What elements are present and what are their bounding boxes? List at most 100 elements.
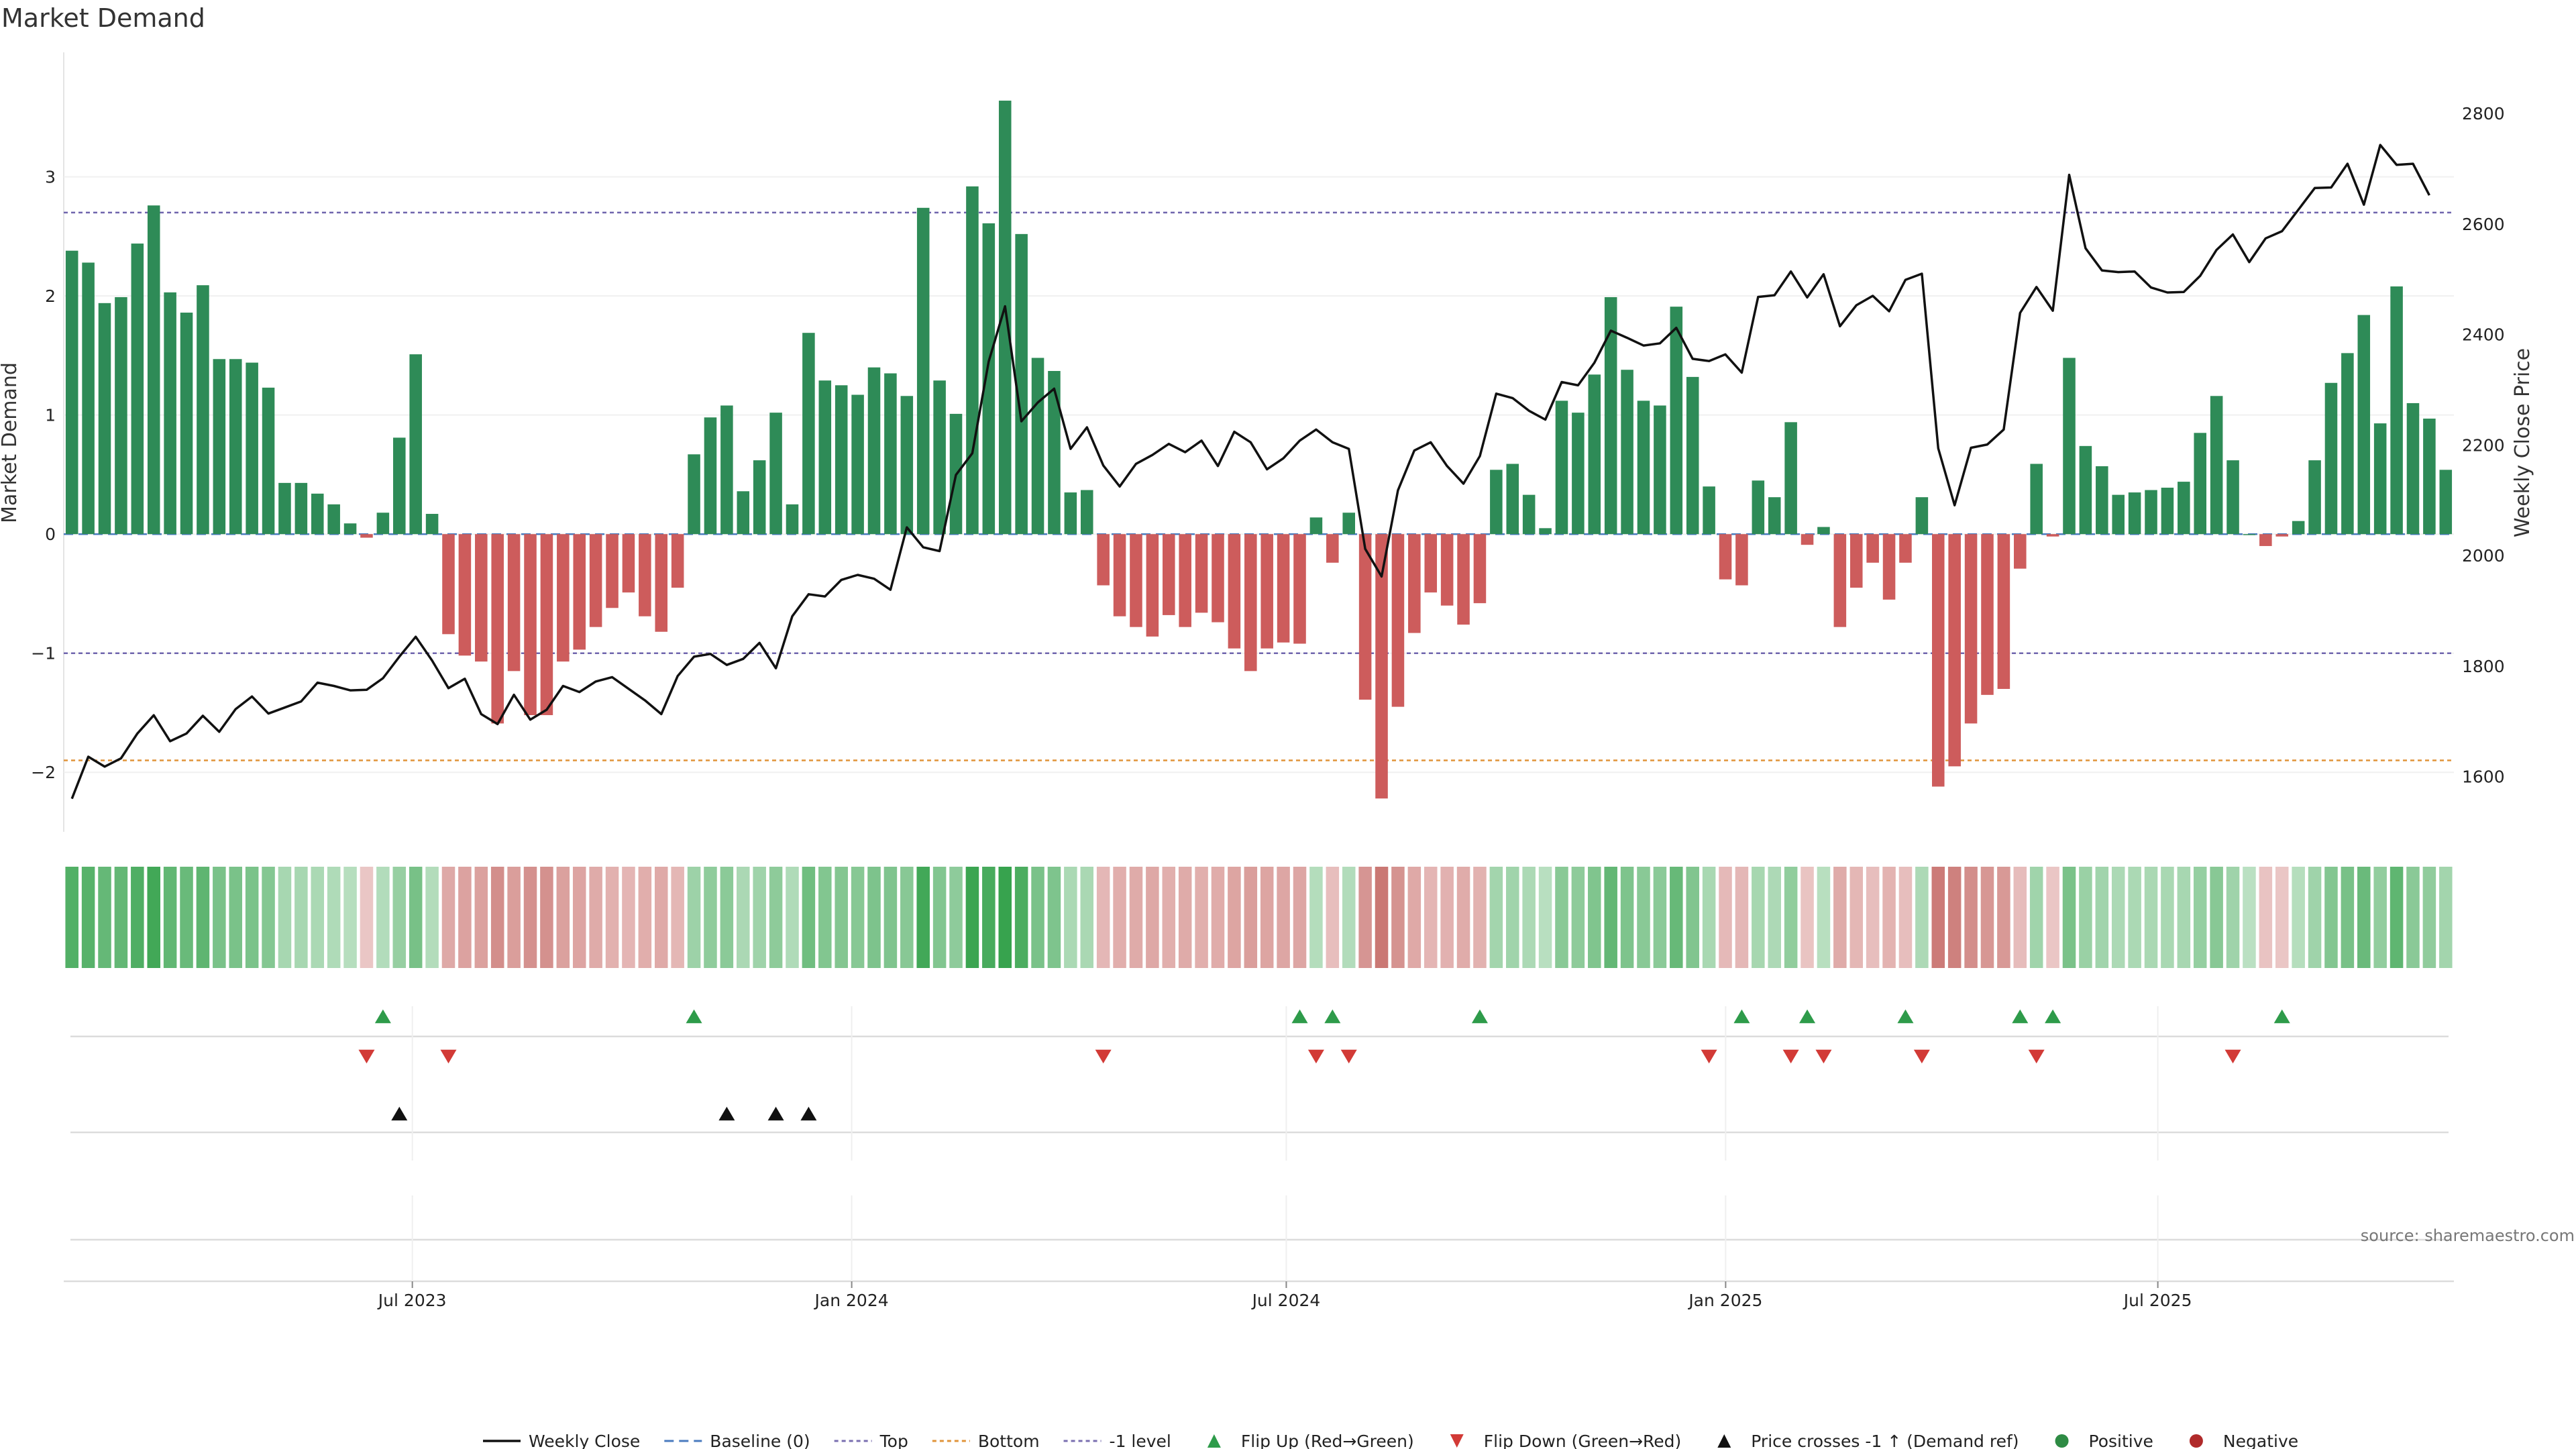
heat-cell-96 <box>1637 867 1650 968</box>
heat-cell-144 <box>2422 867 2436 968</box>
demand-bar-95 <box>1621 370 1633 535</box>
demand-bar-113 <box>1915 497 1929 535</box>
demand-bar-129 <box>2178 482 2190 535</box>
demand-bar-114 <box>1931 534 1945 787</box>
legend-item-2: Top <box>834 1432 908 1449</box>
y2-ticks: 1600 1800 2000 2200 2400 2600 2800 <box>2462 104 2505 786</box>
demand-bar-81 <box>1391 534 1405 707</box>
demand-bar-117 <box>1981 534 1994 695</box>
demand-bar-48 <box>851 394 864 535</box>
demand-bar-49 <box>867 367 881 535</box>
heat-cell-97 <box>1653 867 1667 968</box>
flip-down-marker-10 <box>2224 1049 2241 1064</box>
demand-bar-141 <box>2373 423 2387 535</box>
heat-cell-15 <box>311 867 325 968</box>
legend-label-4: -1 level <box>1110 1432 1171 1449</box>
heat-cell-54 <box>949 867 963 968</box>
y2-tick-2: 2000 <box>2462 546 2505 566</box>
demand-bar-37 <box>671 534 684 588</box>
flip-down-marker-9 <box>2028 1049 2045 1064</box>
demand-bar-13 <box>278 482 291 535</box>
demand-bar-27 <box>507 534 521 672</box>
heat-cell-58 <box>1014 867 1028 968</box>
heat-cell-67 <box>1162 867 1176 968</box>
heat-cell-60 <box>1047 867 1061 968</box>
demand-bar-2 <box>98 303 111 535</box>
demand-bar-104 <box>1768 497 1781 535</box>
demand-bar-105 <box>1784 422 1797 535</box>
legend-item-1: Baseline (0) <box>664 1432 810 1449</box>
price-cross-marker-2 <box>767 1106 784 1121</box>
demand-bar-17 <box>343 523 357 535</box>
heat-cell-40 <box>720 867 734 968</box>
heat-cell-136 <box>2292 867 2305 968</box>
demand-heat-strip <box>65 867 2453 968</box>
reference-levels <box>64 211 2454 761</box>
demand-bar-30 <box>557 534 570 662</box>
demand-bar-39 <box>704 417 717 535</box>
heat-cell-49 <box>867 867 881 968</box>
demand-bar-103 <box>1752 480 1765 535</box>
demand-bar-73 <box>1260 534 1273 649</box>
heat-cell-25 <box>474 867 488 968</box>
heat-cell-17 <box>343 867 357 968</box>
heat-cell-85 <box>1456 867 1470 968</box>
x-tick-1: Jan 2024 <box>814 1291 889 1310</box>
price-line <box>70 144 2430 800</box>
demand-bar-92 <box>1572 413 1585 535</box>
heat-cell-71 <box>1228 867 1241 968</box>
heat-cell-103 <box>1752 867 1765 968</box>
demand-bar-56 <box>982 223 996 535</box>
demand-bar-137 <box>2308 460 2321 535</box>
heat-cell-139 <box>2341 867 2355 968</box>
heat-cell-108 <box>1833 867 1847 968</box>
heat-cell-79 <box>1358 867 1372 968</box>
y2-axis-label: Weekly Close Price <box>2511 348 2534 537</box>
demand-bar-41 <box>737 491 750 535</box>
demand-bar-31 <box>573 534 586 650</box>
heat-cell-21 <box>409 867 423 968</box>
demand-bar-88 <box>1506 464 1519 535</box>
heat-cell-109 <box>1849 867 1864 968</box>
heat-cell-63 <box>1096 867 1110 968</box>
heat-cell-134 <box>2259 867 2273 968</box>
heat-cell-41 <box>737 867 750 968</box>
flip-up-marker-3 <box>1324 1009 1341 1024</box>
demand-bar-68 <box>1179 534 1191 627</box>
heat-cell-2 <box>98 867 111 968</box>
heat-cell-88 <box>1506 867 1519 968</box>
heat-cell-5 <box>147 867 160 968</box>
heat-cell-6 <box>163 867 177 968</box>
x-tick-4: Jul 2025 <box>2123 1291 2192 1310</box>
flip-up-marker-7 <box>1897 1009 1914 1024</box>
demand-bar-100 <box>1703 486 1715 535</box>
demand-bar-136 <box>2292 521 2305 535</box>
heat-cell-12 <box>262 867 275 968</box>
demand-bar-60 <box>1048 371 1061 535</box>
demand-bar-40 <box>720 405 733 535</box>
demand-bar-59 <box>1031 358 1044 535</box>
demand-bar-133 <box>2243 534 2256 535</box>
demand-bar-21 <box>409 354 422 535</box>
legend-swatch-9 <box>2189 1434 2203 1448</box>
heat-cell-24 <box>458 867 472 968</box>
y-tick-4: 2 <box>45 286 56 306</box>
demand-bar-15 <box>311 493 324 535</box>
heat-cell-129 <box>2177 867 2191 968</box>
price-cross-marker-3 <box>800 1106 817 1121</box>
demand-bar-102 <box>1735 534 1748 586</box>
y-tick-0: −2 <box>31 763 56 782</box>
demand-bar-139 <box>2341 353 2354 535</box>
demand-bar-108 <box>1833 534 1847 627</box>
demand-bar-6 <box>164 292 176 535</box>
demand-bar-109 <box>1849 534 1863 588</box>
demand-bar-70 <box>1212 534 1224 623</box>
heat-cell-135 <box>2275 867 2289 968</box>
heat-cell-82 <box>1407 867 1421 968</box>
demand-bar-98 <box>1670 307 1683 535</box>
demand-bar-34 <box>622 534 635 593</box>
demand-bar-89 <box>1522 494 1536 535</box>
heat-cell-48 <box>851 867 865 968</box>
heat-cell-69 <box>1195 867 1208 968</box>
flip-down-marker-3 <box>1307 1049 1324 1064</box>
